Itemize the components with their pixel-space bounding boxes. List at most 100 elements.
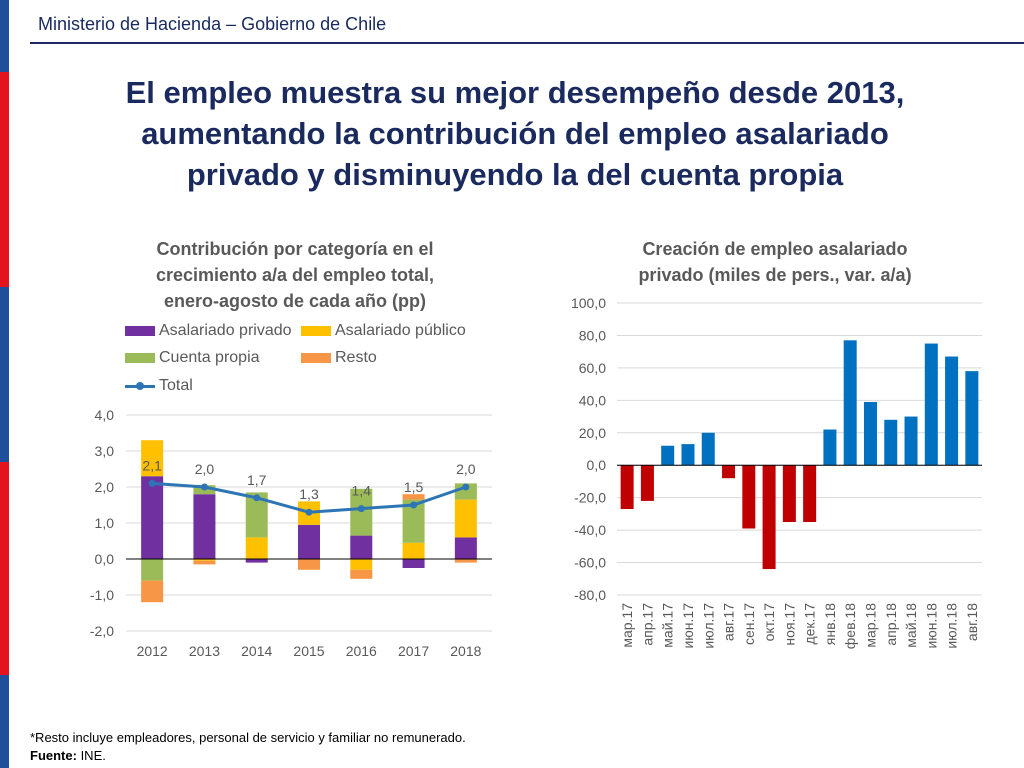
x-tick-label: авг.17 — [721, 603, 737, 641]
title-line-1: El empleo muestra su mejor desempeño des… — [125, 75, 905, 110]
total-point — [148, 479, 156, 487]
y-tick-label: -20,0 — [574, 490, 606, 506]
title-line-3: privado y disminuyendo la del cuenta pro… — [186, 157, 844, 192]
bar — [722, 465, 736, 479]
legend-item-total: Total — [125, 377, 193, 395]
x-tick-label: 2018 — [450, 643, 481, 659]
bar — [640, 465, 654, 501]
stacked-bar-segment — [298, 524, 320, 559]
y-tick-label: 60,0 — [579, 360, 606, 376]
stacked-bar-segment — [141, 440, 164, 477]
bar — [823, 429, 837, 466]
side-accent-bar — [0, 0, 9, 768]
y-tick-label: 0,0 — [95, 551, 115, 567]
total-point — [357, 505, 365, 513]
legend-swatch — [301, 326, 331, 336]
x-tick-label: фев.18 — [842, 603, 858, 649]
bar — [863, 401, 877, 466]
x-tick-label: ноя.17 — [781, 603, 797, 646]
total-data-label: 2,0 — [456, 461, 476, 477]
stacked-bar-segment — [350, 488, 373, 536]
y-tick-label: 2,0 — [95, 479, 115, 495]
stacked-bar-segment — [350, 535, 373, 559]
y-tick-label: -80,0 — [574, 587, 606, 603]
left-title-line: Contribución por categoría en el — [156, 239, 434, 259]
stacked-bar-segment — [298, 559, 320, 570]
x-tick-label: сен.17 — [741, 603, 757, 645]
y-tick-label: 1,0 — [95, 515, 115, 531]
stacked-bar-segment — [402, 499, 425, 543]
total-data-label: 1,3 — [299, 486, 319, 502]
right-chart-title: Creación de empleo asalariado privado (m… — [585, 236, 965, 288]
y-tick-label: 40,0 — [579, 392, 606, 408]
footnote: *Resto incluye empleadores, personal de … — [30, 729, 466, 765]
stacked-bar-segment — [193, 494, 216, 559]
x-tick-label: авг.18 — [964, 603, 980, 641]
x-tick-label: май.17 — [660, 603, 676, 648]
total-data-label: 1,7 — [247, 472, 267, 488]
legend-label: Cuenta propia — [159, 349, 260, 366]
bar — [904, 416, 918, 466]
total-point — [462, 483, 470, 491]
footnote-note: *Resto incluye empleadores, personal de … — [30, 730, 466, 745]
total-point — [200, 483, 208, 491]
stacked-bar-segment — [245, 537, 268, 559]
x-tick-label: апр.17 — [639, 603, 655, 646]
legend-label: Total — [159, 377, 193, 394]
total-point — [305, 508, 313, 516]
x-tick-label: 2017 — [398, 643, 429, 659]
stacked-bar-segment — [454, 499, 477, 538]
legend-swatch — [125, 353, 155, 363]
header-divider — [30, 42, 1024, 44]
legend-line-swatch — [125, 380, 155, 392]
bar — [884, 419, 898, 466]
bar — [701, 432, 715, 466]
stacked-bar-segment — [454, 537, 477, 559]
stacked-bar-segment — [141, 580, 164, 603]
total-data-label: 2,0 — [195, 461, 215, 477]
legend-label: Asalariado público — [335, 322, 466, 339]
y-tick-label: -40,0 — [574, 522, 606, 538]
bar — [762, 465, 776, 570]
bar — [620, 465, 634, 510]
y-tick-label: 3,0 — [95, 443, 115, 459]
x-tick-label: июн.18 — [923, 603, 939, 649]
legend-swatch — [301, 353, 331, 363]
y-tick-label: 100,0 — [571, 295, 606, 311]
left-title-line: crecimiento a/a del empleo total, — [155, 265, 435, 285]
source-label: Fuente: — [30, 748, 77, 763]
total-data-label: 1,4 — [352, 483, 372, 499]
stacked-bar-segment — [245, 559, 268, 563]
bar — [965, 371, 979, 466]
bar — [843, 340, 857, 466]
stacked-bar-segment — [350, 569, 373, 579]
stacked-bar-segment — [193, 560, 216, 565]
bar — [742, 465, 756, 529]
source-value: INE. — [76, 748, 106, 763]
bar — [661, 445, 675, 466]
x-tick-label: янв.18 — [822, 603, 838, 645]
y-tick-label: -1,0 — [90, 587, 114, 603]
side-accent-red-bottom — [0, 462, 9, 675]
x-tick-label: дек.17 — [802, 603, 818, 645]
legend-label: Resto — [335, 349, 377, 366]
y-tick-label: -60,0 — [574, 555, 606, 571]
x-tick-label: июл.17 — [700, 603, 716, 649]
stacked-bar-segment — [402, 559, 425, 568]
total-point — [253, 494, 261, 502]
right-title-line: privado (miles de pers., var. a/a) — [638, 265, 912, 285]
left-chart-title: Contribución por categoría en el crecimi… — [120, 236, 470, 314]
x-tick-label: 2012 — [137, 643, 168, 659]
total-data-label: 2,1 — [142, 457, 162, 473]
y-tick-label: 80,0 — [579, 327, 606, 343]
title-line-2: aumentando la contribución del empleo as… — [141, 116, 889, 151]
total-data-label: 1,5 — [404, 479, 424, 495]
x-tick-label: май.18 — [903, 603, 919, 648]
stacked-bar-segment — [193, 559, 216, 561]
bar — [803, 465, 817, 522]
legend-swatch — [125, 326, 155, 336]
y-tick-label: 20,0 — [579, 425, 606, 441]
legend-item-cuenta-propia: Cuenta propia — [125, 349, 260, 367]
legend-label: Asalariado privado — [159, 322, 292, 339]
